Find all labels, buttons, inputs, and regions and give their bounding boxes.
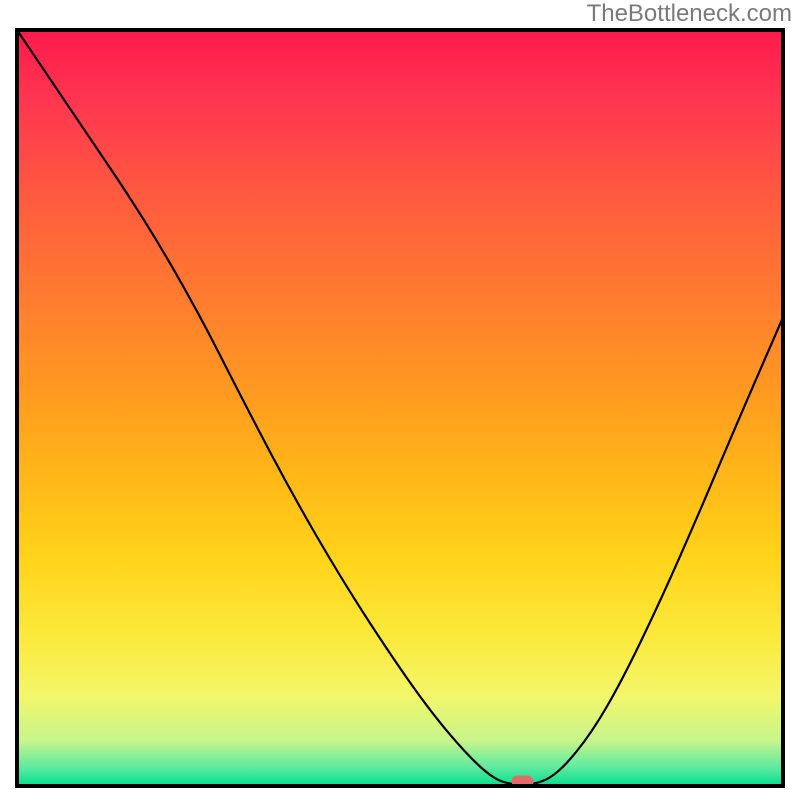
chart-background	[17, 30, 783, 786]
watermark-label: TheBottleneck.com	[587, 0, 792, 28]
chart-svg	[15, 28, 785, 788]
chart-root: TheBottleneck.com	[0, 0, 800, 800]
bottleneck-chart	[15, 28, 785, 788]
